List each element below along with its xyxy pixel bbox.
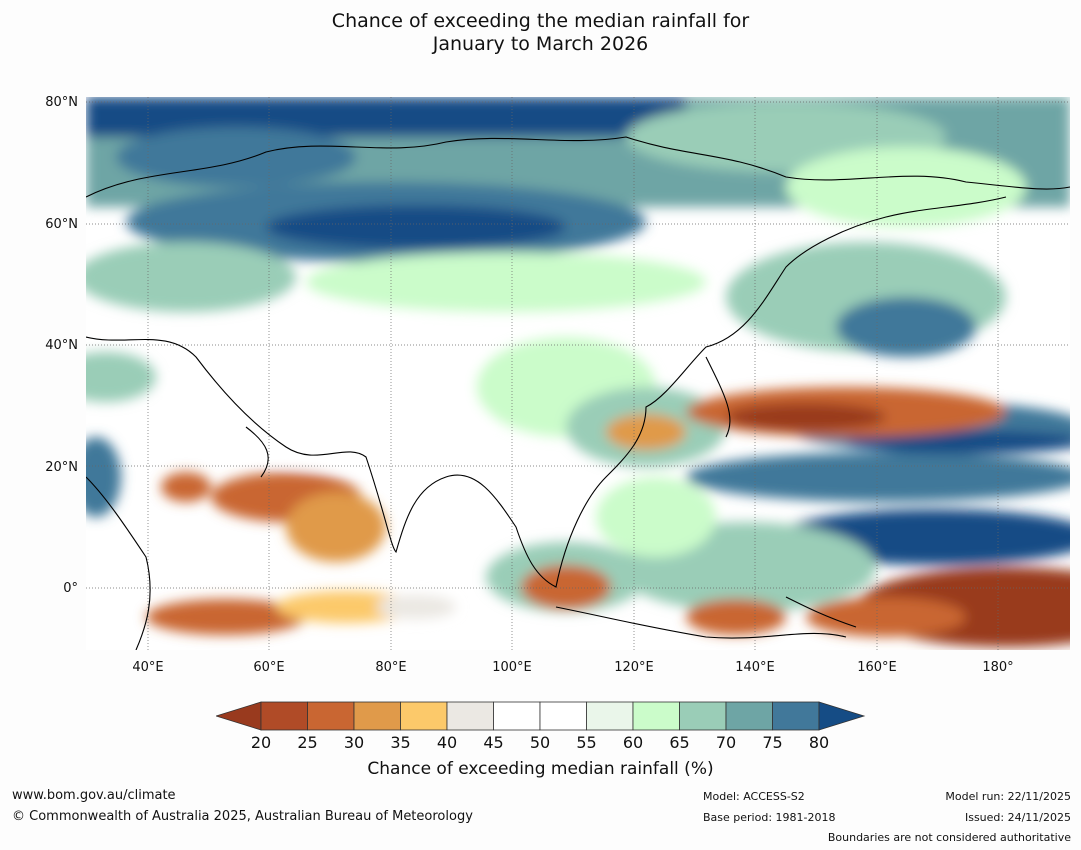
colorbar-cell — [725, 701, 773, 731]
base-period-text: Base period: 1981-2018 — [703, 811, 836, 824]
colorbar-cell — [400, 701, 448, 731]
chart-title: Chance of exceeding the median rainfall … — [0, 10, 1081, 56]
colorbar-tick-label: 30 — [343, 733, 365, 752]
colorbar-cell — [632, 701, 680, 731]
colorbar-cell — [539, 701, 587, 731]
colorbar-cell — [260, 701, 308, 731]
colorbar — [216, 701, 866, 731]
colorbar-tick-label: 75 — [762, 733, 783, 752]
colorbar-arrow-low — [216, 701, 262, 731]
lon-label-180: 180° — [982, 660, 1014, 675]
colorbar-tick-label: 45 — [483, 733, 504, 752]
disclaimer-text: Boundaries are not considered authoritat… — [827, 831, 1071, 844]
map-svg — [86, 97, 1070, 650]
colorbar-tick-label: 20 — [250, 733, 272, 752]
lon-label-60e: 60°E — [253, 660, 285, 675]
title-line-1: Chance of exceeding the median rainfall … — [331, 10, 750, 32]
colorbar-arrow-high — [818, 701, 866, 731]
lat-label-20n: 20°N — [45, 460, 78, 475]
colorbar-tick-label: 35 — [390, 733, 411, 752]
colorbar-cell — [446, 701, 494, 731]
lat-label-60n: 60°N — [45, 217, 78, 232]
colorbar-cell — [353, 701, 401, 731]
colorbar-cell — [307, 701, 355, 731]
colorbar-tick-label: 40 — [436, 733, 458, 752]
copyright-text: © Commonwealth of Australia 2025, Austra… — [12, 809, 473, 824]
model-text: Model: ACCESS-S2 — [703, 790, 805, 803]
probability-fields — [86, 97, 1070, 647]
lat-label-0: 0° — [63, 581, 78, 596]
colorbar-cell — [679, 701, 727, 731]
colorbar-cell — [586, 701, 634, 731]
colorbar-tick-label: 50 — [529, 733, 551, 752]
colorbar-label: Chance of exceeding median rainfall (%) — [367, 759, 714, 779]
colorbar-cell — [772, 701, 820, 731]
rainfall-probability-map — [86, 97, 1070, 650]
model-run-text: Model run: 22/11/2025 — [945, 790, 1071, 803]
title-line-2: January to March 2026 — [432, 33, 649, 55]
lon-label-40e: 40°E — [132, 660, 164, 675]
colorbar-tick-label: 60 — [622, 733, 644, 752]
lon-label-140e: 140°E — [735, 660, 775, 675]
lon-label-100e: 100°E — [492, 660, 532, 675]
colorbar-tick-label: 25 — [297, 733, 318, 752]
colorbar-tick-label: 65 — [669, 733, 690, 752]
coastlines — [86, 136, 1070, 650]
colorbar-tick-label: 55 — [576, 733, 597, 752]
colorbar-cell — [493, 701, 541, 731]
issued-text: Issued: 24/11/2025 — [964, 811, 1071, 824]
lon-label-80e: 80°E — [375, 660, 407, 675]
lon-label-160e: 160°E — [857, 660, 897, 675]
website-text: www.bom.gov.au/climate — [12, 788, 176, 803]
colorbar-tick-label: 70 — [715, 733, 737, 752]
colorbar-cells — [216, 701, 866, 731]
colorbar-tick-label: 80 — [808, 733, 830, 752]
lon-label-120e: 120°E — [614, 660, 654, 675]
lat-label-80n: 80°N — [45, 95, 78, 110]
graticule — [86, 97, 1070, 650]
lat-label-40n: 40°N — [45, 338, 78, 353]
